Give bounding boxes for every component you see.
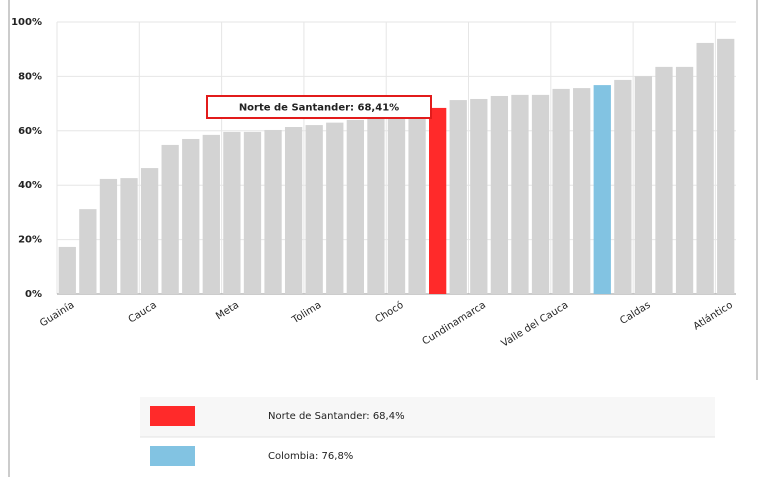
tooltip-box xyxy=(206,95,432,119)
bar xyxy=(264,129,282,294)
x-tick-label: Chocó xyxy=(373,299,406,326)
bar xyxy=(531,94,550,295)
bar xyxy=(634,76,653,295)
bar xyxy=(305,125,323,294)
y-tick-label: 60% xyxy=(18,126,42,137)
bar xyxy=(326,122,344,294)
bar xyxy=(655,66,673,294)
x-tick-label: Guainía xyxy=(38,299,77,329)
bar xyxy=(429,107,447,294)
x-tick-label: Atlántico xyxy=(691,299,735,333)
y-tick-label: 80% xyxy=(18,71,42,82)
y-tick-label: 20% xyxy=(18,235,42,246)
legend-swatch xyxy=(150,406,195,426)
x-tick-label: Meta xyxy=(214,300,241,322)
bar xyxy=(552,88,570,294)
bar xyxy=(284,126,303,294)
bar xyxy=(346,119,364,294)
bar xyxy=(717,38,735,294)
bar xyxy=(140,168,159,294)
bar xyxy=(675,66,694,294)
x-tick-label: Tolima xyxy=(290,300,324,327)
bar xyxy=(470,98,488,294)
bar xyxy=(120,178,138,294)
bar xyxy=(79,209,97,294)
bar xyxy=(161,144,179,294)
bar xyxy=(387,114,406,294)
y-tick-label: 0% xyxy=(25,289,42,300)
x-tick-label: Cundinamarca xyxy=(421,300,488,348)
bar xyxy=(182,138,200,294)
x-tick-label: Valle del Cauca xyxy=(499,300,570,350)
bar xyxy=(58,246,76,294)
bar xyxy=(408,111,426,294)
bar xyxy=(511,94,529,295)
y-tick-label: 40% xyxy=(18,180,42,191)
bar xyxy=(490,95,509,294)
x-tick-label: Cauca xyxy=(127,300,159,326)
bar xyxy=(243,131,262,294)
bar xyxy=(202,134,220,294)
x-tick-label: Caldas xyxy=(618,300,652,327)
tooltip-text: Norte de Santander: 68,41% xyxy=(239,103,399,114)
bar xyxy=(573,88,591,294)
bar xyxy=(593,85,611,294)
legend-row-bg xyxy=(140,397,715,437)
bar xyxy=(696,42,714,294)
bar xyxy=(99,178,118,294)
legend-label: Norte de Santander: 68,4% xyxy=(268,411,405,422)
bar xyxy=(223,131,241,294)
bar xyxy=(449,100,467,295)
bar xyxy=(367,117,385,294)
y-tick-label: 100% xyxy=(11,17,42,28)
legend-label: Colombia: 76,8% xyxy=(268,451,353,462)
bar xyxy=(614,79,632,294)
legend-swatch xyxy=(150,446,195,466)
